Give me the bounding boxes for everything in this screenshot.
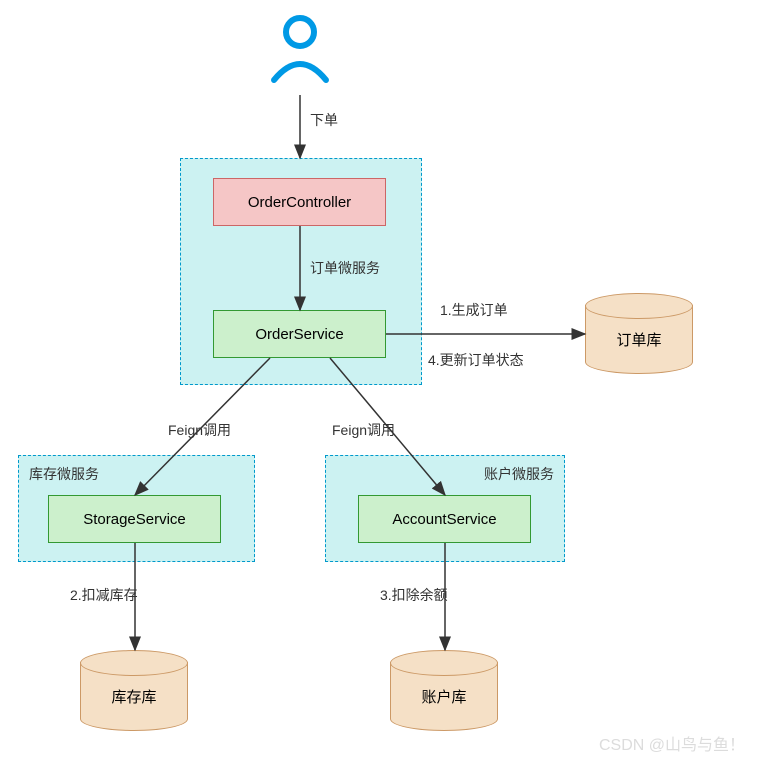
edge-label-5: 2.扣减库存 [70, 585, 138, 605]
edge-label-6: 3.扣除余额 [380, 585, 448, 605]
edge-label-1: 订单微服务 [310, 258, 380, 278]
edge-label-4: Feign调用 [332, 420, 395, 440]
cylinder-order_db: 订单库 [585, 293, 693, 373]
cylinder-top-storage_db [80, 650, 188, 676]
cylinder-storage_db: 库存库 [80, 650, 188, 730]
edge-label-3: Feign调用 [168, 420, 231, 440]
cylinder-account_db: 账户库 [390, 650, 498, 730]
edge-label-0: 下单 [310, 110, 338, 130]
box-order_service: OrderService [213, 310, 386, 358]
box-account_service: AccountService [358, 495, 531, 543]
edge-label-2-b: 4.更新订单状态 [428, 350, 524, 370]
edge-label-2-a: 1.生成订单 [440, 300, 508, 320]
box-storage_service: StorageService [48, 495, 221, 543]
watermark: CSDN @山鸟与鱼！ [599, 731, 745, 755]
cylinder-top-order_db [585, 293, 693, 319]
cylinder-top-account_db [390, 650, 498, 676]
container-label-account: 账户微服务 [484, 464, 554, 484]
user-head-icon [286, 18, 314, 46]
user-body-icon [274, 64, 326, 80]
box-order_controller: OrderController [213, 178, 386, 226]
container-label-storage: 库存微服务 [29, 464, 99, 484]
